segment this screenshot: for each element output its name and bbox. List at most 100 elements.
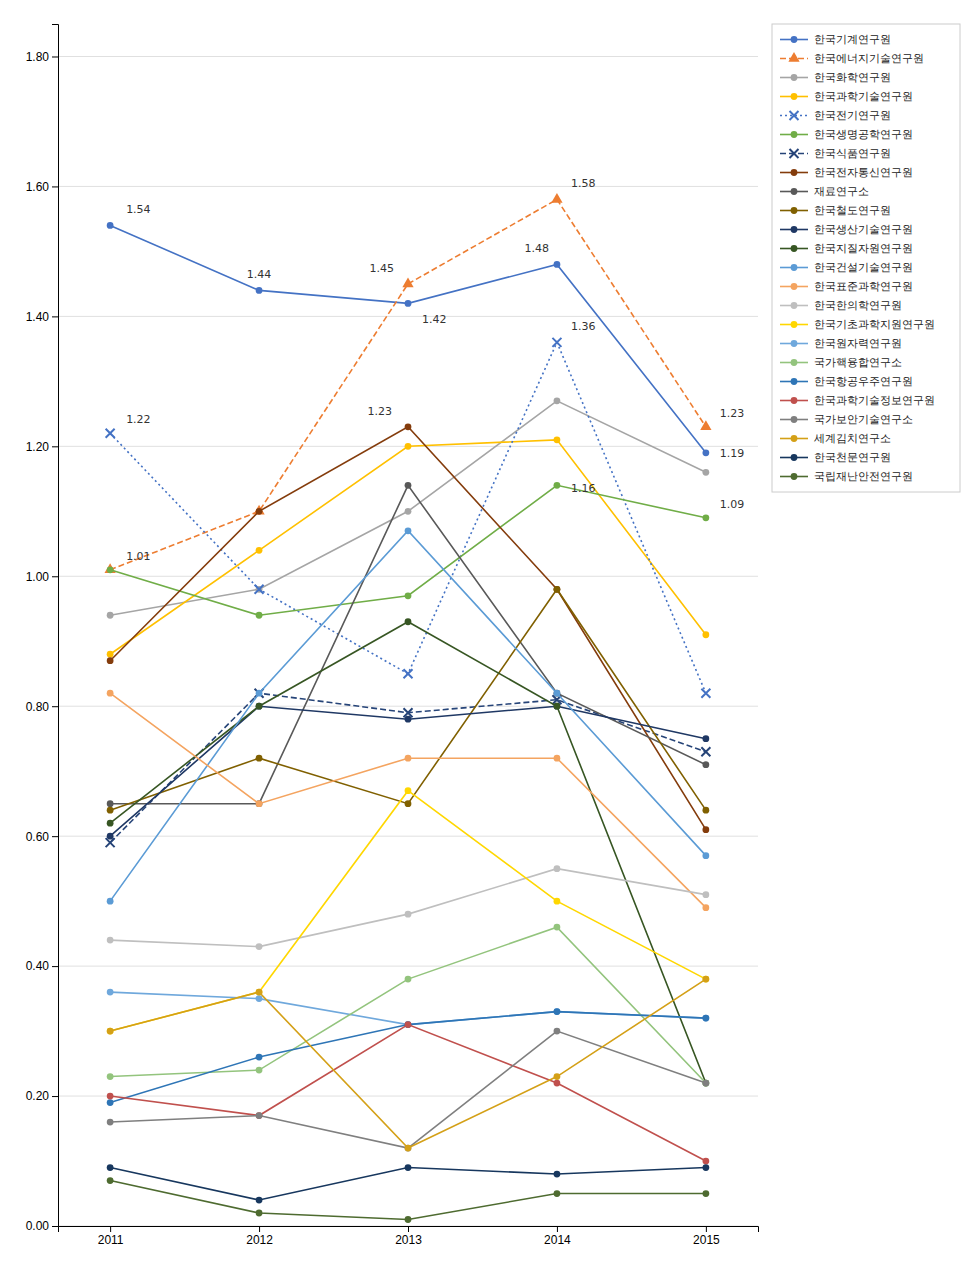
tick: 0.00 (26, 1219, 58, 1233)
legend-label: 한국전기연구원 (814, 109, 891, 122)
point (107, 1099, 114, 1106)
legend-marker (791, 264, 798, 271)
tick-label: 0.60 (26, 830, 50, 844)
point (554, 1073, 561, 1080)
legend-item: 재료연구소 (780, 185, 869, 198)
tick-label: 0.40 (26, 959, 50, 973)
grid (58, 56, 758, 1226)
tick-label: 2012 (246, 1233, 273, 1247)
legend-marker (791, 131, 798, 138)
point (554, 586, 561, 593)
line (110, 1181, 706, 1220)
point (554, 755, 561, 762)
line (110, 927, 706, 1083)
annotation: 1.58 (571, 177, 596, 190)
point (107, 1028, 114, 1035)
point (554, 703, 561, 710)
series (107, 527, 710, 904)
point (702, 469, 709, 476)
tick-mark (259, 1226, 260, 1232)
tick-label: 2015 (693, 1233, 720, 1247)
point (702, 735, 709, 742)
point (702, 1158, 709, 1165)
line (110, 693, 706, 842)
series (107, 690, 710, 911)
tick: 1.40 (26, 310, 58, 324)
legend-label: 한국표준과학연구원 (814, 280, 913, 293)
point (552, 338, 561, 347)
legend-label: 한국원자력연구원 (814, 337, 902, 350)
legend-item: 한국건설기술연구원 (780, 261, 913, 274)
legend-item: 한국전자통신연구원 (780, 166, 913, 179)
legend-label: 한국생산기술연구원 (814, 223, 913, 236)
line (110, 869, 706, 947)
plot: 0.000.200.400.600.801.001.201.401.601.80… (26, 25, 759, 1247)
grid-line (58, 706, 758, 707)
point (256, 989, 263, 996)
point (405, 527, 412, 534)
legend-label: 한국화학연구원 (814, 71, 891, 84)
legend-marker (790, 149, 799, 158)
point (107, 1119, 114, 1126)
legend-label: 국가핵융합연구소 (814, 356, 902, 369)
tick-mark (52, 186, 58, 187)
legend-marker (791, 245, 798, 252)
legend-label: 한국과학기술정보연구원 (814, 394, 935, 407)
point (107, 657, 114, 664)
point (256, 690, 263, 697)
tick-label: 2014 (544, 1233, 571, 1247)
point (107, 566, 114, 573)
point (405, 508, 412, 515)
tick-mark (52, 446, 58, 447)
tick-mark (52, 576, 58, 577)
annotation: 1.42 (422, 313, 447, 326)
point (256, 703, 263, 710)
point (256, 800, 263, 807)
tick-mark (52, 1096, 58, 1097)
tick: 2012 (246, 1226, 273, 1247)
point (107, 1177, 114, 1184)
series (104, 193, 711, 573)
point (554, 1008, 561, 1015)
point (405, 976, 412, 983)
annotation: 1.45 (370, 262, 395, 275)
tick-mark (52, 56, 58, 57)
legend-label: 한국생명공학연구원 (814, 128, 913, 141)
tick-mark (52, 316, 58, 317)
legend-item: 한국표준과학연구원 (780, 280, 913, 293)
tick-label: 1.40 (26, 310, 50, 324)
legend-item: 한국과학기술정보연구원 (780, 394, 935, 407)
tick: 2013 (395, 1226, 422, 1247)
series (107, 703, 710, 840)
series (107, 865, 710, 950)
legend-item: 국립재난안전연구원 (780, 470, 913, 483)
point (551, 193, 562, 203)
annotation: 1.23 (368, 405, 393, 418)
line (110, 401, 706, 615)
y-axis: 0.000.200.400.600.801.001.201.401.601.80 (26, 25, 59, 1234)
point (405, 1216, 412, 1223)
series (107, 397, 710, 618)
axis-line (59, 1227, 759, 1233)
series (107, 924, 710, 1087)
tick: 2011 (98, 1226, 124, 1247)
point (702, 1080, 709, 1087)
series (107, 436, 710, 657)
point (554, 482, 561, 489)
point (554, 865, 561, 872)
point (405, 755, 412, 762)
grid-line (58, 576, 758, 577)
point (554, 1080, 561, 1087)
point (702, 891, 709, 898)
point (256, 943, 263, 950)
point (554, 1028, 561, 1035)
point (701, 689, 710, 698)
point (405, 800, 412, 807)
tick-label: 2011 (98, 1233, 124, 1247)
line (110, 1025, 706, 1161)
point (107, 937, 114, 944)
point (107, 1164, 114, 1171)
legend-label: 국가보안기술연구소 (814, 413, 913, 426)
tick-mark (110, 1226, 111, 1232)
point (702, 1015, 709, 1022)
